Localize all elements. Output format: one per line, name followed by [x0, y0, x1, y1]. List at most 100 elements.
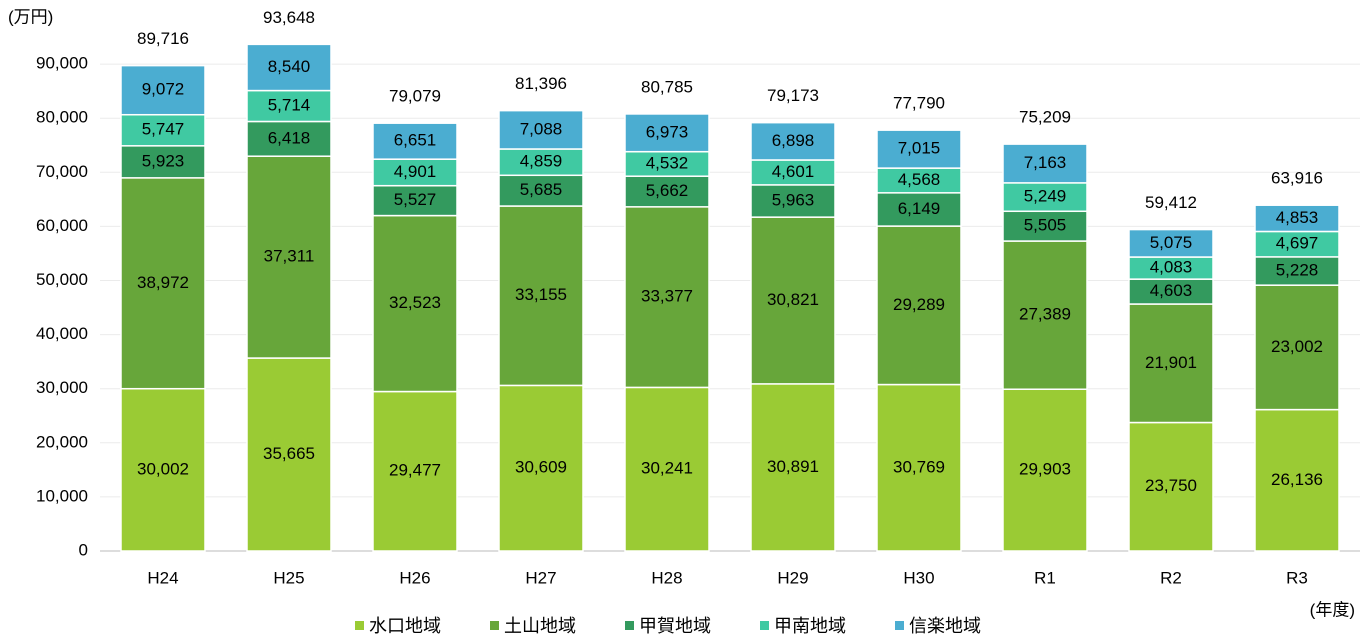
x-tick-label: H28 — [651, 568, 682, 587]
bar-segment — [1002, 388, 1088, 552]
data-label: 30,241 — [641, 459, 693, 478]
data-label: 5,747 — [142, 120, 185, 139]
x-tick-label: H25 — [273, 568, 304, 587]
data-label: 4,568 — [898, 170, 941, 189]
data-label: 5,249 — [1024, 187, 1067, 206]
data-label: 6,973 — [646, 122, 689, 141]
legend-label: 水口地域 — [369, 616, 441, 636]
data-label: 5,662 — [646, 181, 689, 200]
data-label: 5,685 — [520, 180, 563, 199]
data-label: 9,072 — [142, 80, 185, 99]
data-label: 23,750 — [1145, 476, 1197, 495]
total-label: 89,716 — [137, 29, 189, 48]
data-label: 4,532 — [646, 153, 689, 172]
bar-segment — [876, 129, 962, 169]
x-tick-label: R1 — [1034, 568, 1056, 587]
data-label: 30,609 — [515, 458, 567, 477]
bar-segment — [498, 384, 584, 552]
data-label: 6,898 — [772, 131, 815, 150]
y-tick-label: 80,000 — [36, 108, 88, 127]
bar-segment — [750, 121, 836, 161]
data-label: 4,603 — [1150, 281, 1193, 300]
data-label: 6,418 — [268, 128, 311, 147]
data-label: 33,155 — [515, 285, 567, 304]
total-label: 79,173 — [767, 86, 819, 105]
x-tick-label: H26 — [399, 568, 430, 587]
data-label: 5,075 — [1150, 233, 1193, 252]
legend-label: 信楽地域 — [909, 616, 981, 636]
legend-swatch — [625, 621, 634, 630]
data-label: 5,923 — [142, 151, 185, 170]
data-label: 6,651 — [394, 131, 437, 150]
legend-label: 土山地域 — [504, 616, 576, 636]
legend-swatch — [895, 621, 904, 630]
bar-segment — [372, 122, 458, 160]
data-label: 5,963 — [772, 190, 815, 209]
bar-segment — [1254, 204, 1340, 233]
bar-segment — [750, 159, 836, 186]
bar-segment — [1128, 303, 1214, 424]
bar-segment — [876, 225, 962, 386]
bar-segment — [120, 387, 206, 552]
total-label: 79,079 — [389, 87, 441, 106]
bar-segment — [1254, 230, 1340, 258]
x-unit: (年度) — [1310, 600, 1355, 619]
bar-segment — [120, 177, 206, 390]
bar-segment — [372, 390, 458, 552]
total-label: 93,648 — [263, 8, 315, 27]
bar-segment — [624, 113, 710, 153]
bar-segment — [1254, 256, 1340, 286]
data-label: 4,859 — [520, 152, 563, 171]
bar-segment — [1002, 143, 1088, 184]
data-label: 7,163 — [1024, 153, 1067, 172]
y-tick-label: 0 — [79, 540, 88, 559]
data-label: 4,697 — [1276, 234, 1319, 253]
y-tick-label: 70,000 — [36, 162, 88, 181]
data-label: 6,149 — [898, 199, 941, 218]
bar-segment — [750, 184, 836, 218]
data-label: 33,377 — [641, 287, 693, 306]
data-label: 35,665 — [263, 444, 315, 463]
y-tick-label: 10,000 — [36, 486, 88, 505]
total-label: 63,916 — [1271, 169, 1323, 188]
y-tick-label: 90,000 — [36, 54, 88, 73]
data-label: 4,601 — [772, 162, 815, 181]
legend-label: 甲賀地域 — [639, 616, 711, 636]
data-label: 23,002 — [1271, 337, 1323, 356]
bar-segment — [1002, 182, 1088, 213]
bar-segment — [624, 386, 710, 552]
x-tick-label: R2 — [1160, 568, 1182, 587]
total-label: 77,790 — [893, 94, 945, 113]
y-unit: (万円) — [8, 7, 53, 26]
data-label: 38,972 — [137, 273, 189, 292]
bar-segment — [372, 184, 458, 217]
bar-segment — [498, 174, 584, 207]
bar-segment — [750, 216, 836, 385]
data-label: 8,540 — [268, 57, 311, 76]
data-label: 7,088 — [520, 119, 563, 138]
data-label: 4,083 — [1150, 258, 1193, 277]
data-label: 37,311 — [264, 247, 315, 266]
data-label: 26,136 — [1271, 470, 1323, 489]
bar-segment — [372, 214, 458, 393]
x-tick-label: H29 — [777, 568, 808, 587]
bar-segment — [246, 43, 332, 92]
data-label: 30,002 — [137, 459, 189, 478]
bar-segment — [876, 192, 962, 227]
bar-segment — [498, 109, 584, 150]
y-tick-label: 20,000 — [36, 432, 88, 451]
y-tick-label: 60,000 — [36, 216, 88, 235]
data-label: 30,891 — [767, 457, 819, 476]
data-label: 7,015 — [898, 139, 941, 158]
data-label: 27,389 — [1019, 305, 1071, 324]
legend-swatch — [355, 621, 364, 630]
data-label: 5,228 — [1276, 261, 1319, 280]
data-label: 32,523 — [389, 293, 441, 312]
bar-segment — [1128, 421, 1214, 552]
data-label: 29,289 — [893, 295, 945, 314]
bar-segment — [624, 175, 710, 208]
data-label: 29,903 — [1019, 460, 1071, 479]
bar-segment — [1254, 408, 1340, 552]
legend-swatch — [490, 621, 499, 630]
